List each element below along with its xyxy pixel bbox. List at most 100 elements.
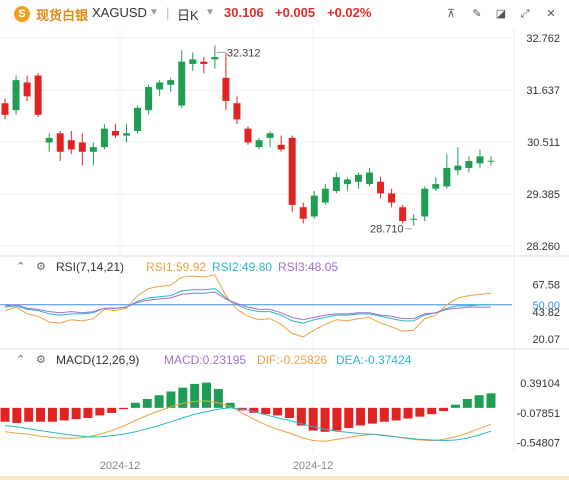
price-change-percent: +0.02% [327, 5, 372, 20]
time-scroll-bar [0, 476, 569, 480]
macd-bar [462, 399, 472, 408]
rsi-title: RSI(7,14,21) [56, 260, 125, 274]
macd-bar [166, 391, 176, 408]
macd-bar [178, 387, 188, 408]
chart-header: S 现货白银 XAGUSD ▼ | 日K ▼ 30.106 +0.005 +0.… [0, 0, 569, 28]
candle-body [255, 140, 263, 148]
macd-bar [107, 407, 117, 413]
pencil-icon[interactable]: ✎ [472, 8, 482, 20]
macd-bar [296, 407, 306, 426]
candle-body [211, 57, 219, 60]
candle-body [266, 133, 274, 138]
macd-bar [344, 407, 354, 429]
price-change: +0.005 [275, 5, 316, 20]
candle-body [1, 103, 9, 115]
macd-bar [249, 407, 259, 413]
timeframe-dropdown-icon[interactable]: ▼ [205, 7, 215, 18]
macd-bar [130, 402, 140, 408]
candle-body [178, 61, 186, 106]
macd-bar [403, 407, 413, 419]
candle-body [388, 193, 396, 203]
price-tick-label: 28.260 [526, 241, 560, 253]
candle-body [399, 207, 407, 222]
candle-body [487, 160, 495, 162]
macd-bar [12, 407, 22, 423]
macd-bar [450, 404, 460, 408]
timeframe-selector[interactable]: 日K [177, 8, 199, 23]
price-tick-label: 30.511 [527, 137, 560, 149]
macd-bar [47, 407, 57, 422]
candle-body [354, 174, 362, 182]
macd-bar [356, 407, 366, 426]
settings-icon[interactable]: ⚙ [36, 261, 46, 273]
x-axis-label: 2024-12 [293, 460, 333, 472]
macd-bar [320, 407, 330, 432]
candle-body [443, 167, 451, 187]
candle-body [78, 142, 86, 152]
rsi-line-3 [4, 291, 491, 321]
macd-value: MACD:0.23195 [164, 353, 247, 367]
close-icon[interactable]: ✕ [546, 8, 556, 20]
macd-bar [427, 407, 437, 415]
candle-body [56, 133, 64, 152]
rsi-tick-label: 50.00 [532, 300, 560, 312]
instrument-name: 现货白银 [36, 8, 89, 23]
candle-body [12, 80, 20, 111]
rsi2-value: RSI2:49.80 [212, 260, 273, 274]
macd-bar [71, 407, 81, 420]
macd-bar [59, 407, 69, 421]
collapse-icon[interactable]: ⌃ [16, 261, 26, 273]
macd-bar [486, 393, 496, 408]
candle-body [377, 181, 385, 194]
candle-body [277, 144, 285, 150]
macd-header: ⌃ ⚙ MACD(12,26,9) MACD:0.23195 DIF:-0.25… [0, 353, 569, 369]
macd-bar [142, 399, 152, 408]
macd-bar [415, 407, 425, 417]
macd-bar [332, 407, 342, 431]
rsi-line-1 [4, 274, 492, 338]
macd-bar [474, 395, 484, 408]
candle-body [421, 188, 429, 217]
header-divider: | [166, 5, 170, 20]
candle-body [67, 140, 75, 150]
candle-body [23, 82, 31, 97]
settings-icon[interactable]: ⚙ [36, 354, 46, 366]
macd-bar [190, 383, 200, 408]
rsi3-value: RSI3:48.05 [278, 260, 339, 274]
price-tick-label: 29.385 [526, 189, 560, 201]
candle-body [123, 133, 130, 136]
macd-bar [261, 407, 271, 415]
candle-body [34, 75, 42, 115]
candle-body [189, 59, 197, 64]
candle-body [288, 137, 296, 205]
candle-body [476, 156, 484, 164]
candle-body [200, 61, 208, 64]
eraser-icon[interactable]: ◪ [495, 8, 507, 20]
price-tick-label: 32.762 [526, 33, 560, 45]
macd-bar [439, 407, 449, 411]
macd-bar [379, 407, 389, 422]
instrument-symbol: XAGUSD [92, 5, 147, 20]
rsi-line-2 [4, 288, 491, 324]
price-tick-label: 31.637 [526, 85, 560, 97]
dea-line [4, 407, 492, 442]
collapse-icon[interactable]: ⌃ [16, 354, 26, 366]
candle-body [145, 87, 153, 111]
macd-bar [95, 407, 105, 416]
rsi1-value: RSI1:59.92 [146, 260, 207, 274]
macd-bar [0, 407, 10, 422]
expand-icon[interactable]: ⤢ [520, 8, 530, 20]
candle-body [222, 77, 230, 101]
macd-bar [202, 382, 212, 408]
candle-body [366, 172, 373, 185]
candle-body [100, 128, 108, 148]
rsi-header: ⌃ ⚙ RSI(7,14,21) RSI1:59.92 RSI2:49.80 R… [0, 260, 569, 276]
symbol-dropdown-icon[interactable]: ▼ [149, 7, 159, 18]
drawing-tool-icon[interactable]: ⊼ [446, 8, 456, 20]
macd-bar [273, 407, 283, 416]
macd-bar [154, 395, 164, 408]
candle-body [134, 107, 142, 131]
candle-body [321, 188, 329, 203]
candle-body [465, 160, 473, 168]
